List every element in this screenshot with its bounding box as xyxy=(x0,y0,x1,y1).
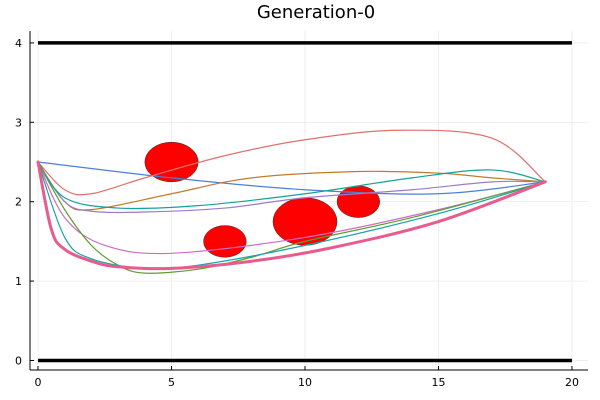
obstacle-ellipse xyxy=(336,185,381,218)
y-tick-label: 1 xyxy=(15,275,22,288)
x-tick-label: 5 xyxy=(168,376,175,389)
series-line xyxy=(37,161,546,270)
obstacles xyxy=(144,141,381,258)
boundaries xyxy=(38,41,572,363)
chart-title: Generation-0 xyxy=(257,2,375,23)
series-line xyxy=(37,161,546,210)
x-tick-label: 0 xyxy=(35,376,42,389)
series-line xyxy=(37,161,546,274)
axis-ticks: 0 5 10 15 20 0 1 2 3 4 xyxy=(15,37,579,389)
y-tick-label: 2 xyxy=(15,196,22,209)
series-line xyxy=(37,161,546,195)
obstacle-ellipse xyxy=(203,225,247,258)
series-line xyxy=(37,161,546,211)
obstacle-ellipse xyxy=(272,197,338,246)
y-tick-label: 3 xyxy=(15,116,22,129)
x-tick-label: 20 xyxy=(565,376,579,389)
series-group xyxy=(36,129,547,274)
series-line xyxy=(37,129,546,196)
y-tick-label: 0 xyxy=(15,354,22,367)
x-tick-label: 15 xyxy=(431,376,445,389)
axes-frame xyxy=(29,31,588,371)
x-tick-label: 10 xyxy=(298,376,312,389)
series-line xyxy=(37,161,546,255)
y-tick-label: 4 xyxy=(15,37,22,50)
series-line xyxy=(37,161,546,214)
series-line xyxy=(36,160,547,271)
